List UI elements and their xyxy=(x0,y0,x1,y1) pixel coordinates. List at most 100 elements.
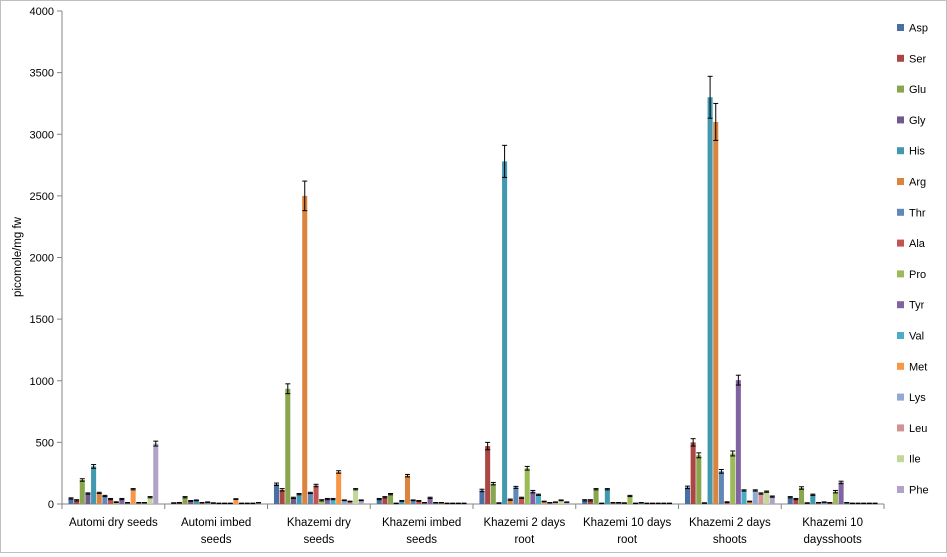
legend-swatch xyxy=(897,209,904,216)
legend-swatch xyxy=(897,270,904,277)
bar-his xyxy=(297,494,302,504)
legend-item-thr: Thr xyxy=(897,207,926,219)
bar-tyr xyxy=(530,492,535,504)
bar-asp xyxy=(274,484,279,504)
y-tick-label: 2500 xyxy=(30,191,54,203)
legend-label: Pro xyxy=(909,269,926,281)
bar-his xyxy=(91,466,96,504)
bar-thr xyxy=(513,487,518,504)
bar-glu xyxy=(491,484,496,504)
bar-arg xyxy=(405,476,410,504)
bar-arg xyxy=(302,196,307,504)
bar-phe xyxy=(153,444,158,504)
bar-glu xyxy=(80,480,85,504)
legend-item-pro: Pro xyxy=(897,269,926,281)
bar-met xyxy=(131,489,136,504)
legend-label: Lys xyxy=(909,392,926,404)
bar-leu xyxy=(758,494,763,504)
legend-item-asp: Asp xyxy=(897,23,928,35)
bar-gly xyxy=(85,494,90,504)
legend-label: Val xyxy=(909,331,924,343)
legend-swatch xyxy=(897,178,904,185)
bar-glu xyxy=(799,488,804,504)
legend-item-ala: Ala xyxy=(897,238,926,250)
legend-item-tyr: Tyr xyxy=(897,300,925,312)
error-bar-ser xyxy=(280,489,285,491)
legend-label: Leu xyxy=(909,423,927,435)
legend-label: Asp xyxy=(909,23,928,35)
bar-pro xyxy=(730,453,735,504)
bar-lys xyxy=(753,490,758,504)
error-bar-ile xyxy=(559,500,564,501)
bar-his xyxy=(502,161,507,504)
legend: Asp Ser Glu Gly His Arg Thr Ala Pro Tyr Val Met Lys L… xyxy=(897,23,929,497)
error-bar-met xyxy=(747,501,752,502)
legend-item-glu: Glu xyxy=(897,84,926,96)
error-bar-ala xyxy=(416,501,421,502)
legend-swatch xyxy=(897,240,904,247)
error-bar-lys xyxy=(342,500,347,501)
error-bar-gly xyxy=(188,501,193,502)
bar-thr xyxy=(719,471,724,504)
bar-asp xyxy=(479,490,484,504)
legend-swatch xyxy=(897,332,904,339)
bar-ser xyxy=(691,442,696,504)
bar-thr xyxy=(102,496,107,504)
legend-label: Arg xyxy=(909,177,926,189)
legend-label: Tyr xyxy=(909,300,925,312)
bar-his xyxy=(708,97,713,504)
legend-label: Ile xyxy=(909,454,921,466)
bar-ser xyxy=(280,490,285,504)
y-tick-label: 0 xyxy=(48,499,54,511)
y-axis-label: picomole/mg fw xyxy=(12,216,24,297)
legend-label: Thr xyxy=(909,207,926,219)
error-bar-met xyxy=(233,499,238,500)
error-bar-leu xyxy=(347,501,352,502)
error-bars xyxy=(68,76,877,503)
error-bar-phe xyxy=(359,500,364,501)
legend-item-his: His xyxy=(897,146,925,158)
legend-item-arg: Arg xyxy=(897,177,926,189)
legend-item-gly: Gly xyxy=(897,115,926,127)
y-tick-label: 1000 xyxy=(30,376,54,388)
legend-swatch xyxy=(897,86,904,93)
bar-glu xyxy=(285,389,290,504)
error-bar-phe xyxy=(770,496,775,497)
bar-met xyxy=(336,472,341,504)
error-bar-thr xyxy=(411,500,416,501)
legend-swatch xyxy=(897,424,904,431)
error-bar-ala xyxy=(725,502,730,503)
y-tick-label: 2000 xyxy=(30,253,54,265)
bar-glu xyxy=(594,489,599,504)
error-bar-his xyxy=(399,501,404,502)
legend-item-met: Met xyxy=(897,361,927,373)
legend-swatch xyxy=(897,363,904,370)
legend-swatch xyxy=(897,24,904,31)
legend-item-phe: Phe xyxy=(897,485,929,497)
legend-label: Ser xyxy=(909,53,926,65)
y-tick-label: 1500 xyxy=(30,314,54,326)
bar-arg xyxy=(97,493,102,504)
legend-label: Met xyxy=(909,361,927,373)
bar-ser xyxy=(485,446,490,504)
bar-his xyxy=(605,489,610,504)
bar-ile xyxy=(353,489,358,504)
y-tick-label: 3000 xyxy=(30,129,54,141)
category-label: Automi dry seeds xyxy=(69,517,158,529)
bar-thr xyxy=(308,493,313,504)
bar-pro xyxy=(833,492,838,504)
y-tick-label: 4000 xyxy=(30,6,54,18)
legend-swatch xyxy=(897,394,904,401)
legend-swatch xyxy=(897,301,904,308)
bar-pro xyxy=(627,496,632,504)
bar-tyr xyxy=(839,482,844,504)
bar-arg xyxy=(713,122,718,504)
error-bar-glu xyxy=(799,487,804,489)
